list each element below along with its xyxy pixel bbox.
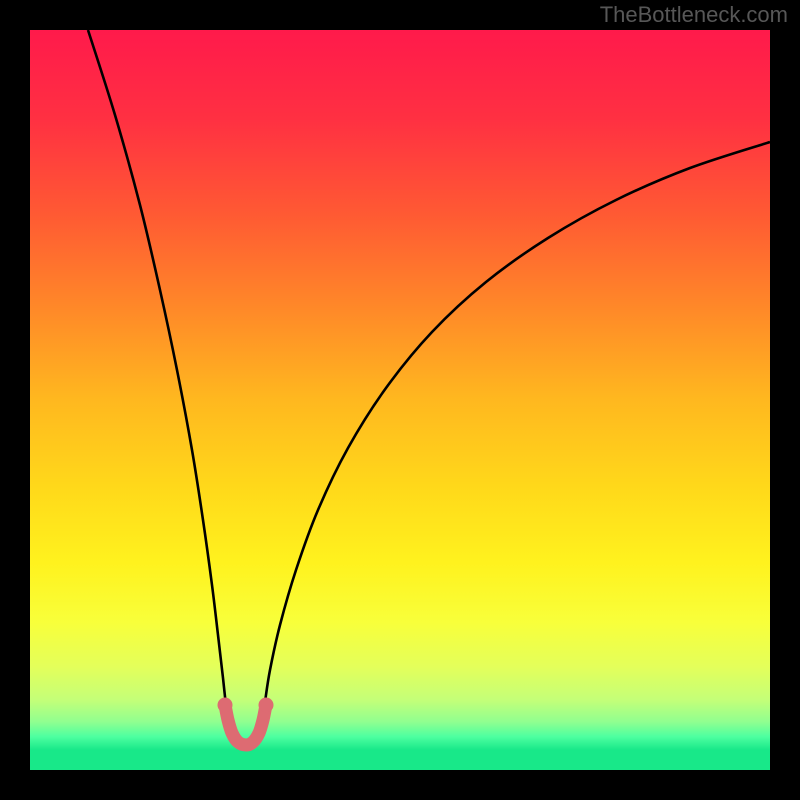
marker-endpoint bbox=[218, 698, 233, 713]
chart-container: TheBottleneck.com bbox=[0, 0, 800, 800]
plot-background bbox=[30, 30, 770, 770]
marker-endpoint bbox=[259, 698, 274, 713]
bottleneck-chart bbox=[0, 0, 800, 800]
watermark-text: TheBottleneck.com bbox=[600, 2, 788, 28]
